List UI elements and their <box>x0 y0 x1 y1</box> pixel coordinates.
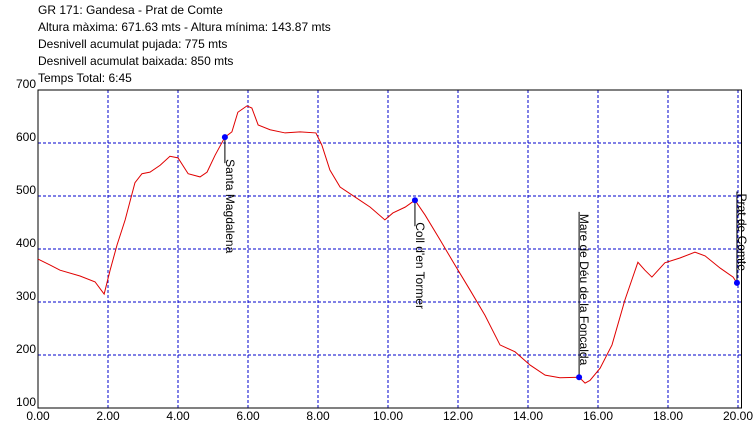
x-tick-label: 12.00 <box>443 409 473 423</box>
x-tick-label: 18.00 <box>653 409 683 423</box>
waypoint-label: Coll d'en Tormer <box>413 222 427 309</box>
x-tick-label: 20.00 <box>723 409 753 423</box>
waypoint-label: Santa Magdalena <box>223 159 237 253</box>
y-tick-label: 400 <box>16 236 36 250</box>
waypoint-marker <box>576 374 583 381</box>
x-tick-label: 16.00 <box>583 409 613 423</box>
header-line: Temps Total: 6:45 <box>38 71 132 85</box>
x-tick-label: 0.00 <box>26 409 50 423</box>
header-line: Desnivell acumulat baixada: 850 mts <box>38 54 233 68</box>
waypoint-marker <box>733 279 740 286</box>
y-tick-label: 600 <box>16 130 36 144</box>
y-tick-label: 500 <box>16 183 36 197</box>
waypoint-label: Mare de Déu de la Foncalda <box>577 214 591 366</box>
x-tick-label: 6.00 <box>236 409 260 423</box>
y-tick-label: 300 <box>16 289 36 303</box>
header-line: Desnivell acumulat pujada: 775 mts <box>38 37 227 51</box>
x-tick-label: 4.00 <box>166 409 190 423</box>
x-tick-label: 8.00 <box>306 409 330 423</box>
waypoint-marker <box>411 197 418 204</box>
header-line: Altura màxima: 671.63 mts - Altura mínim… <box>38 20 331 34</box>
waypoint-label: Prat de Comte <box>735 194 749 272</box>
y-tick-label: 700 <box>16 77 36 91</box>
elevation-line <box>37 105 738 384</box>
x-tick-label: 10.00 <box>373 409 403 423</box>
waypoint-marker <box>221 134 228 141</box>
plot-frame <box>37 89 742 409</box>
x-tick-label: 2.00 <box>96 409 120 423</box>
y-tick-label: 100 <box>16 395 36 409</box>
x-tick-label: 14.00 <box>513 409 543 423</box>
y-tick-label: 200 <box>16 342 36 356</box>
header-line: GR 171: Gandesa - Prat de Comte <box>38 3 223 17</box>
